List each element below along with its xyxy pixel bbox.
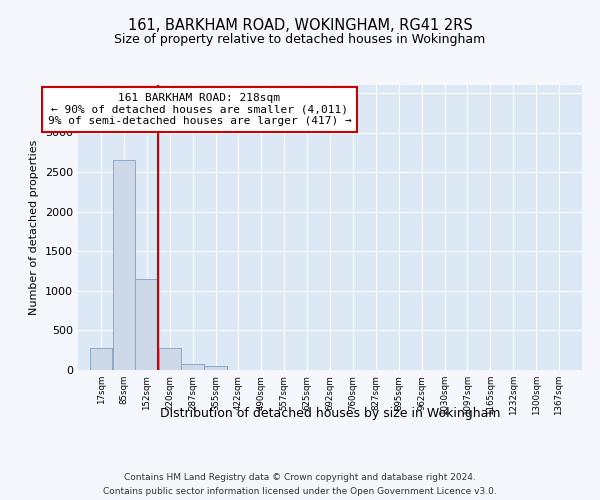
Bar: [205, 366, 227, 370]
Text: Size of property relative to detached houses in Wokingham: Size of property relative to detached ho…: [115, 32, 485, 46]
Bar: [90, 348, 112, 370]
Text: 161 BARKHAM ROAD: 218sqm
← 90% of detached houses are smaller (4,011)
9% of semi: 161 BARKHAM ROAD: 218sqm ← 90% of detach…: [47, 93, 351, 126]
Text: Contains HM Land Registry data © Crown copyright and database right 2024.: Contains HM Land Registry data © Crown c…: [124, 472, 476, 482]
Bar: [136, 279, 158, 370]
Bar: [158, 348, 181, 370]
Bar: [113, 160, 136, 370]
Text: 161, BARKHAM ROAD, WOKINGHAM, RG41 2RS: 161, BARKHAM ROAD, WOKINGHAM, RG41 2RS: [128, 18, 472, 32]
Bar: [181, 364, 204, 370]
Text: Distribution of detached houses by size in Wokingham: Distribution of detached houses by size …: [160, 408, 500, 420]
Text: Contains public sector information licensed under the Open Government Licence v3: Contains public sector information licen…: [103, 488, 497, 496]
Y-axis label: Number of detached properties: Number of detached properties: [29, 140, 40, 315]
